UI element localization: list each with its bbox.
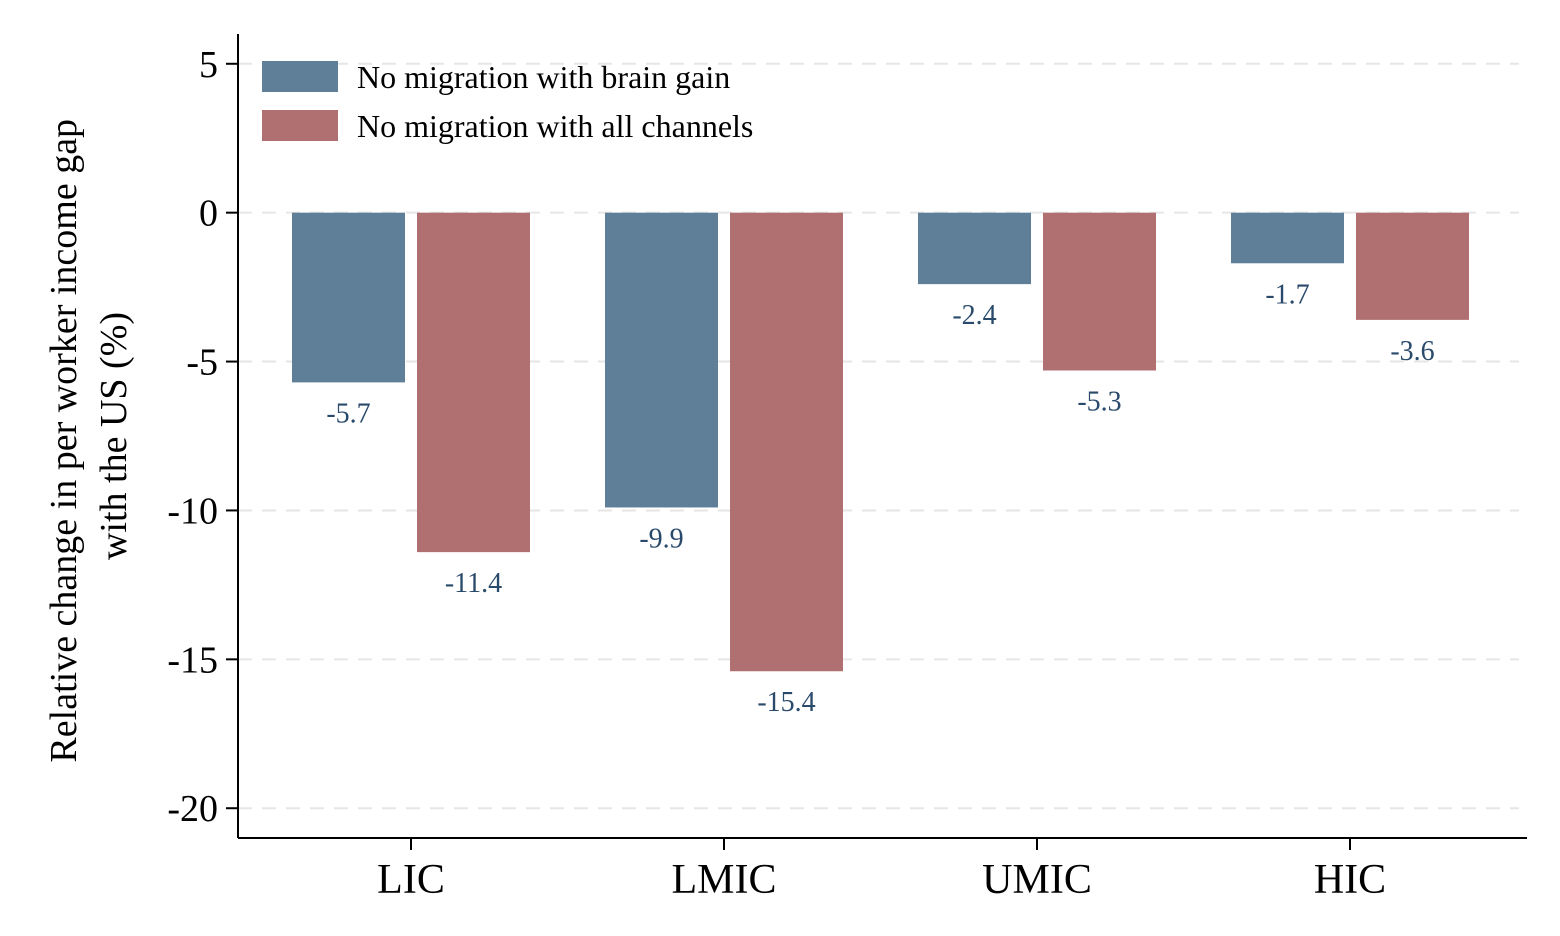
data-label: -2.4: [952, 300, 996, 331]
bar-hic-series-2: [1356, 212, 1469, 320]
y-tick-label: -5: [186, 342, 218, 384]
legend-label-brain-gain: No migration with brain gain: [357, 59, 730, 95]
legend-swatch-all-channels: [262, 110, 338, 141]
bar-lic-series-1: [292, 212, 405, 383]
legend: No migration with brain gain No migratio…: [262, 59, 753, 144]
legend-swatch-brain-gain: [262, 61, 338, 92]
x-ticks: LIC LMIC UMIC HIC: [377, 838, 1386, 903]
y-ticks: 5 0 -5 -10 -15 -20: [167, 44, 238, 830]
bar-umic-series-2: [1043, 212, 1156, 371]
y-tick-label: 5: [199, 44, 218, 86]
y-axis-title: Relative change in per worker income gap…: [43, 109, 135, 762]
y-tick-label: -20: [167, 788, 218, 830]
data-label: -5.7: [326, 398, 370, 429]
bar-hic-series-1: [1231, 212, 1344, 264]
x-tick-label: UMIC: [982, 857, 1092, 903]
x-tick-label: LIC: [377, 857, 445, 903]
legend-label-all-channels: No migration with all channels: [357, 108, 753, 144]
data-label: -1.7: [1265, 279, 1309, 310]
bar-lmic-series-1: [605, 212, 718, 508]
data-label: -11.4: [445, 568, 502, 599]
data-label: -5.3: [1077, 386, 1121, 417]
bar-lmic-series-2: [730, 212, 843, 672]
bar-umic-series-1: [918, 212, 1031, 285]
y-tick-label: 0: [199, 193, 218, 235]
data-label: -15.4: [757, 687, 815, 718]
bars: [292, 212, 1469, 672]
axes: [237, 34, 1527, 839]
data-labels: -5.7 -11.4 -9.9 -15.4 -2.4 -5.3 -1.7 -3.6: [326, 279, 1434, 718]
bar-lic-series-2: [417, 212, 530, 553]
data-label: -3.6: [1390, 336, 1434, 367]
x-tick-label: LMIC: [672, 857, 777, 903]
y-axis-title-line-2: with the US (%): [93, 312, 135, 560]
y-tick-label: -10: [167, 490, 218, 532]
data-label: -9.9: [639, 523, 683, 554]
x-tick-label: HIC: [1314, 857, 1386, 903]
y-tick-label: -15: [167, 639, 218, 681]
y-axis-title-line-1: Relative change in per worker income gap: [43, 119, 85, 763]
